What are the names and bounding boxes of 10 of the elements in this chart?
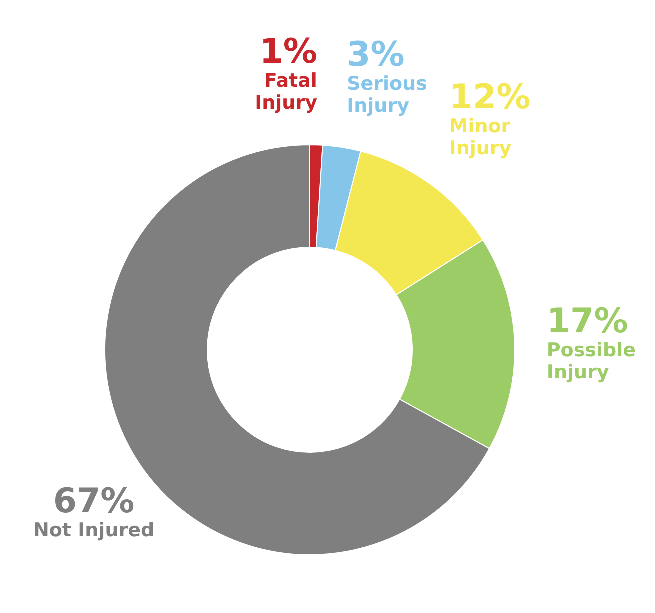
slice-label: Fatal Injury: [255, 70, 318, 114]
slice-label: Not Injured: [33, 520, 155, 542]
data-label: 67%: [53, 482, 135, 522]
slice-label: Minor Injury: [449, 115, 512, 160]
data-label: 3%: [347, 34, 405, 75]
data-label: 12%: [449, 77, 531, 118]
data-label: 1%: [260, 32, 318, 72]
slice-label: Serious Injury: [347, 72, 428, 117]
data-label: 17%: [546, 302, 628, 342]
slice-label: Possible Injury: [546, 340, 636, 384]
